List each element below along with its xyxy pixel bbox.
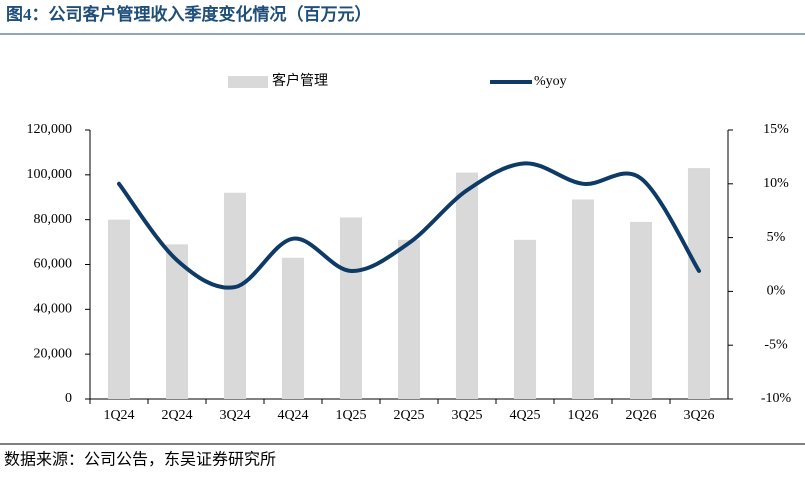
y-tick-label: 60,000 bbox=[34, 257, 73, 272]
bar bbox=[687, 168, 711, 399]
bar bbox=[571, 199, 595, 399]
x-tick-label: 3Q24 bbox=[219, 408, 250, 423]
x-tick-label: 4Q24 bbox=[277, 408, 308, 423]
y2-tick-label: 15% bbox=[763, 122, 789, 137]
x-tick-label: 2Q25 bbox=[393, 408, 424, 423]
y-tick-label: 0 bbox=[65, 391, 72, 406]
legend-label: 客户管理 bbox=[272, 72, 328, 89]
bar bbox=[513, 239, 537, 399]
chart-title: 图4：公司客户管理收入季度变化情况（百万元） bbox=[6, 4, 372, 24]
legend-label: %yoy bbox=[534, 74, 567, 89]
x-tick-label: 1Q26 bbox=[567, 408, 598, 423]
y-tick-label: 40,000 bbox=[34, 302, 73, 317]
y-tick-label: 20,000 bbox=[34, 346, 73, 361]
x-tick-label: 1Q25 bbox=[335, 408, 366, 423]
x-tick-label: 3Q26 bbox=[683, 408, 714, 423]
x-tick-label: 3Q25 bbox=[451, 408, 482, 423]
bar bbox=[397, 239, 421, 399]
x-tick-label: 1Q24 bbox=[103, 408, 134, 423]
bar bbox=[281, 257, 305, 399]
y2-tick-label: -5% bbox=[764, 337, 788, 352]
y-tick-label: 120,000 bbox=[27, 122, 73, 137]
y2-tick-label: 0% bbox=[767, 284, 786, 299]
line bbox=[117, 161, 701, 290]
legend-swatch bbox=[228, 76, 268, 88]
y2-tick-label: 5% bbox=[767, 230, 786, 245]
bar bbox=[107, 219, 131, 399]
bar bbox=[223, 192, 247, 399]
y-tick-label: 80,000 bbox=[34, 212, 73, 227]
x-tick-label: 2Q24 bbox=[161, 408, 192, 423]
y-tick-label: 100,000 bbox=[27, 167, 73, 182]
x-tick-label: 4Q25 bbox=[509, 408, 540, 423]
y2-tick-label: -10% bbox=[761, 391, 792, 406]
bar bbox=[339, 217, 363, 399]
source: 数据来源：公司公告，东吴证券研究所 bbox=[4, 451, 276, 469]
x-tick-label: 2Q26 bbox=[625, 408, 656, 423]
bar bbox=[455, 172, 479, 399]
bar bbox=[165, 244, 189, 399]
bar bbox=[629, 221, 653, 399]
y2-tick-label: 10% bbox=[763, 176, 789, 191]
